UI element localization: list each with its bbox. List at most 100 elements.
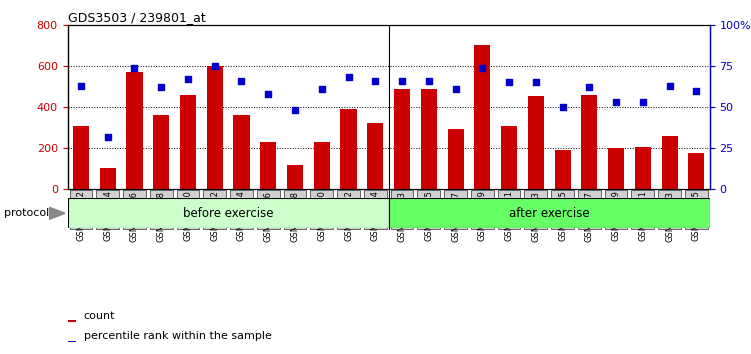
Text: GSM306083: GSM306083 <box>665 190 674 242</box>
FancyBboxPatch shape <box>524 190 547 229</box>
Text: GSM306076: GSM306076 <box>264 190 273 242</box>
Text: GSM306063: GSM306063 <box>397 190 406 242</box>
Point <box>610 99 622 105</box>
Point <box>529 80 541 85</box>
Text: GSM306065: GSM306065 <box>424 190 433 241</box>
Text: GSM306077: GSM306077 <box>585 190 594 242</box>
FancyBboxPatch shape <box>96 190 119 229</box>
Text: GSM306070: GSM306070 <box>183 190 192 241</box>
Point <box>476 65 488 70</box>
Bar <box>581 95 597 189</box>
FancyBboxPatch shape <box>418 190 440 229</box>
FancyBboxPatch shape <box>498 190 520 229</box>
Polygon shape <box>49 207 65 219</box>
FancyBboxPatch shape <box>68 198 389 228</box>
FancyBboxPatch shape <box>632 190 654 229</box>
Point <box>637 99 649 105</box>
Point <box>182 76 194 82</box>
FancyBboxPatch shape <box>658 190 681 229</box>
Text: GSM306084: GSM306084 <box>371 190 380 241</box>
FancyBboxPatch shape <box>364 190 387 229</box>
Text: count: count <box>83 310 115 321</box>
Point <box>396 78 408 84</box>
FancyBboxPatch shape <box>471 190 493 229</box>
Point <box>369 78 382 84</box>
Bar <box>261 142 276 189</box>
Point <box>342 75 354 80</box>
Text: protocol: protocol <box>4 208 49 218</box>
Point <box>690 88 702 93</box>
FancyBboxPatch shape <box>150 190 173 229</box>
Text: GSM306085: GSM306085 <box>692 190 701 241</box>
Bar <box>608 148 624 189</box>
Text: GSM306067: GSM306067 <box>451 190 460 242</box>
FancyBboxPatch shape <box>551 190 574 229</box>
FancyBboxPatch shape <box>70 190 92 229</box>
Text: GSM306066: GSM306066 <box>130 190 139 242</box>
Text: GSM306071: GSM306071 <box>505 190 514 241</box>
FancyBboxPatch shape <box>230 190 253 229</box>
FancyBboxPatch shape <box>284 190 306 229</box>
Bar <box>635 147 651 189</box>
Point <box>664 83 676 88</box>
Point <box>128 65 140 70</box>
Point <box>556 104 569 110</box>
Point <box>584 85 596 90</box>
FancyBboxPatch shape <box>123 190 146 229</box>
Text: GSM306080: GSM306080 <box>317 190 326 241</box>
Bar <box>314 142 330 189</box>
FancyBboxPatch shape <box>578 190 601 229</box>
Bar <box>68 320 76 321</box>
Text: GSM306075: GSM306075 <box>558 190 567 241</box>
Bar <box>528 96 544 189</box>
FancyBboxPatch shape <box>337 190 360 229</box>
Bar <box>287 165 303 189</box>
FancyBboxPatch shape <box>176 190 199 229</box>
Point <box>75 83 87 88</box>
Bar <box>367 122 383 189</box>
FancyBboxPatch shape <box>257 190 279 229</box>
Point <box>423 78 435 84</box>
Text: GDS3503 / 239801_at: GDS3503 / 239801_at <box>68 11 205 24</box>
Bar <box>688 153 704 189</box>
FancyBboxPatch shape <box>685 190 707 229</box>
Bar <box>207 66 223 189</box>
Bar <box>153 115 169 189</box>
Point <box>155 85 167 90</box>
Bar <box>68 341 76 342</box>
Text: GSM306082: GSM306082 <box>344 190 353 241</box>
Text: GSM306062: GSM306062 <box>77 190 86 241</box>
Bar <box>100 168 116 189</box>
Bar <box>394 88 410 189</box>
Text: GSM306074: GSM306074 <box>237 190 246 241</box>
Point <box>450 86 462 92</box>
Point <box>289 108 301 113</box>
Text: GSM306069: GSM306069 <box>478 190 487 241</box>
Text: GSM306064: GSM306064 <box>103 190 112 241</box>
Bar <box>126 72 143 189</box>
FancyBboxPatch shape <box>391 190 413 229</box>
Text: GSM306073: GSM306073 <box>531 190 540 242</box>
Text: GSM306078: GSM306078 <box>291 190 300 242</box>
Point <box>503 80 515 85</box>
Text: GSM306072: GSM306072 <box>210 190 219 241</box>
Point <box>315 86 327 92</box>
Bar <box>662 136 677 189</box>
Bar <box>73 126 89 189</box>
Bar <box>501 126 517 189</box>
Point <box>262 91 274 97</box>
Point <box>101 134 113 139</box>
Text: percentile rank within the sample: percentile rank within the sample <box>83 331 272 341</box>
FancyBboxPatch shape <box>605 190 627 229</box>
Point <box>236 78 248 84</box>
Bar <box>180 95 196 189</box>
Point <box>209 63 221 69</box>
Text: GSM306079: GSM306079 <box>611 190 620 241</box>
Text: GSM306081: GSM306081 <box>638 190 647 241</box>
Text: after exercise: after exercise <box>509 207 590 220</box>
Bar <box>475 45 490 189</box>
FancyBboxPatch shape <box>444 190 467 229</box>
Bar <box>421 88 437 189</box>
Bar <box>234 115 249 189</box>
FancyBboxPatch shape <box>204 190 226 229</box>
